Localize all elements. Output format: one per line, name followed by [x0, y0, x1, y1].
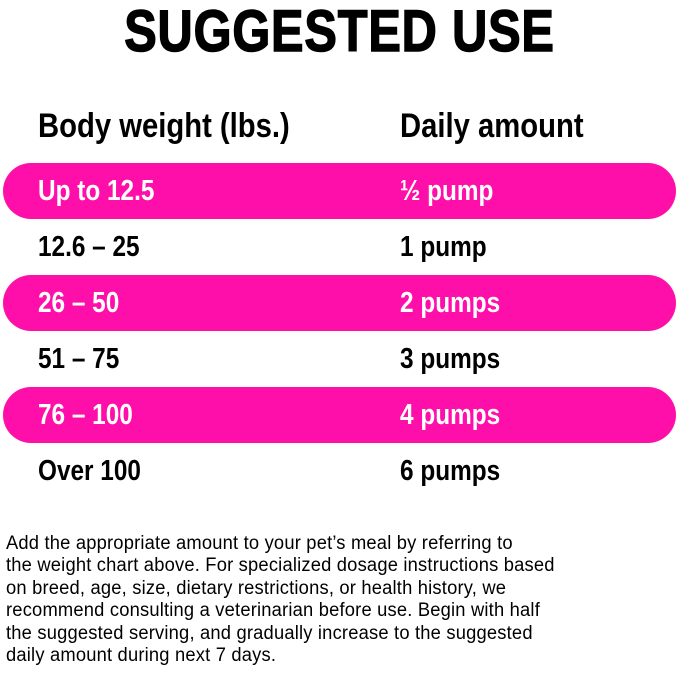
weight-cell: 51 – 75	[38, 343, 120, 375]
header-daily-amount: Daily amount	[400, 107, 584, 145]
weight-cell: 76 – 100	[38, 399, 133, 431]
amount-cell: 2 pumps	[400, 287, 501, 319]
weight-cell: 26 – 50	[38, 287, 120, 319]
instruction-line: recommend consulting a veterinarian befo…	[6, 600, 540, 622]
amount-cell: 6 pumps	[400, 455, 501, 487]
table-row: 76 – 100 4 pumps	[3, 387, 676, 443]
weight-cell: Up to 12.5	[38, 175, 155, 207]
weight-cell: Over 100	[38, 455, 141, 487]
amount-cell: 1 pump	[400, 231, 487, 263]
usage-instructions: Add the appropriate amount to your pet’s…	[6, 533, 678, 667]
table-row: Up to 12.5 ½ pump	[3, 163, 676, 219]
instruction-line: Add the appropriate amount to your pet’s…	[6, 533, 513, 554]
weight-cell: 12.6 – 25	[38, 231, 140, 263]
table-row: 51 – 75 3 pumps	[3, 331, 676, 387]
amount-cell: 3 pumps	[400, 343, 501, 375]
instruction-line: daily amount during next 7 days.	[6, 645, 277, 667]
table-row: Over 100 6 pumps	[3, 443, 676, 499]
amount-cell: 4 pumps	[400, 399, 501, 431]
amount-cell: ½ pump	[400, 175, 494, 207]
instruction-line: the weight chart above. For specialized …	[6, 555, 555, 577]
page-title: SUGGESTED USE	[124, 0, 555, 64]
instruction-line: the suggested serving, and gradually inc…	[6, 622, 533, 644]
instruction-line: on breed, age, size, dietary restriction…	[6, 577, 507, 599]
table-row: 26 – 50 2 pumps	[3, 275, 676, 331]
table-row: 12.6 – 25 1 pump	[3, 219, 676, 275]
header-body-weight: Body weight (lbs.)	[38, 107, 290, 145]
